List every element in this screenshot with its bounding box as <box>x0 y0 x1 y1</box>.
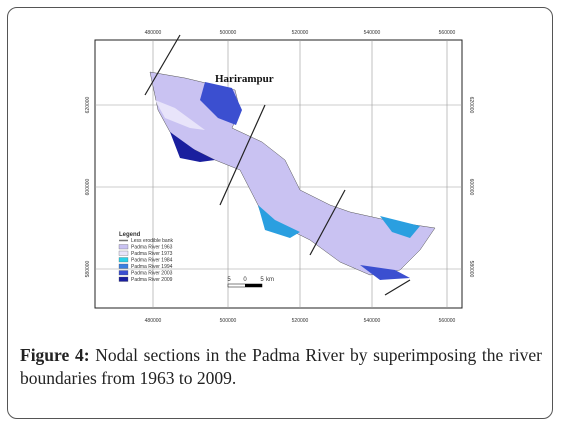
legend-item: Padma River 1994 <box>131 264 173 270</box>
river-1973 <box>380 216 420 238</box>
river-1984 <box>258 205 300 238</box>
legend-item: Padma River 1984 <box>131 258 173 264</box>
legend-item: Padma River 2003 <box>131 271 173 277</box>
legend-item: Less erodible bank <box>131 238 173 244</box>
river-bank <box>155 100 205 130</box>
legend-swatch <box>118 270 129 276</box>
caption-label: Figure 4: <box>20 345 90 365</box>
x-label-bottom: 500000 <box>220 318 237 324</box>
section-lines <box>144 34 411 296</box>
river-1963 <box>149 71 436 276</box>
river-2009 <box>170 132 215 162</box>
legend-item: Padma River 1973 <box>131 251 173 257</box>
legend-item: Padma River 2009 <box>131 277 173 283</box>
scale-label: 5 <box>260 277 264 283</box>
y-label-left: 600000 <box>85 178 91 195</box>
legend-swatch <box>118 250 129 256</box>
x-label-top: 560000 <box>439 30 456 36</box>
x-label-bottom: 540000 <box>364 318 381 324</box>
scale-bar <box>227 283 263 288</box>
river-1994 <box>360 265 410 280</box>
y-label-left: 620000 <box>85 96 91 113</box>
legend-swatch <box>118 257 129 263</box>
x-label-top: 500000 <box>220 30 237 36</box>
y-label-right: 600000 <box>468 179 474 196</box>
legend-swatch <box>118 263 129 269</box>
legend-item: Padma River 1963 <box>131 245 173 251</box>
x-label-top: 540000 <box>364 30 381 36</box>
caption-text: Nodal sections in the Padma River by sup… <box>20 345 542 388</box>
x-label-top: 520000 <box>292 30 309 36</box>
y-label-right: 580000 <box>468 261 474 278</box>
y-label-right: 620000 <box>468 97 474 114</box>
x-label-bottom: 480000 <box>145 318 162 324</box>
caption: Figure 4: Nodal sections in the Padma Ri… <box>20 344 542 390</box>
x-label-bottom: 520000 <box>292 318 309 324</box>
x-label-top: 480000 <box>145 30 162 36</box>
x-label-bottom: 560000 <box>439 318 456 324</box>
scale-label: km <box>266 277 274 283</box>
figure-box <box>7 7 553 419</box>
legend-title: Legend <box>119 232 141 238</box>
map-title: Harirampur <box>215 73 274 85</box>
scale-label: 5 <box>227 277 231 283</box>
legend-swatch <box>118 276 129 282</box>
scale-label: 0 <box>243 277 247 283</box>
y-label-left: 580000 <box>85 260 91 277</box>
river-2003 <box>200 82 242 125</box>
river <box>149 71 436 280</box>
legend-swatch <box>118 244 129 250</box>
